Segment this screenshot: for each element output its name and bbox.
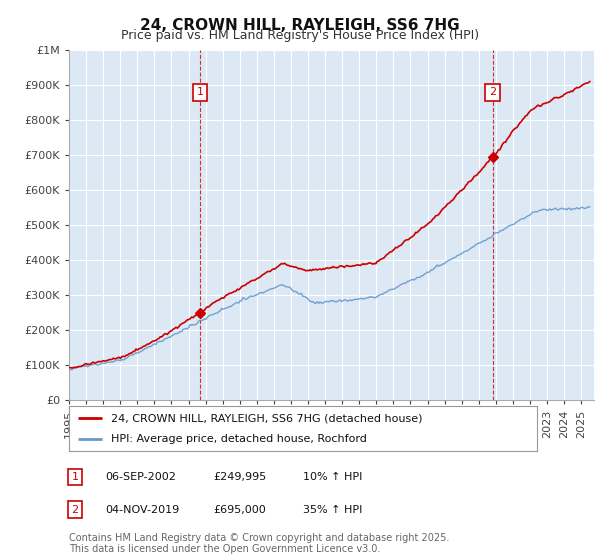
Text: £249,995: £249,995 [213,472,266,482]
Text: 2: 2 [490,87,496,97]
Text: 04-NOV-2019: 04-NOV-2019 [105,505,179,515]
Text: 24, CROWN HILL, RAYLEIGH, SS6 7HG: 24, CROWN HILL, RAYLEIGH, SS6 7HG [140,18,460,33]
Text: 10% ↑ HPI: 10% ↑ HPI [303,472,362,482]
Text: HPI: Average price, detached house, Rochford: HPI: Average price, detached house, Roch… [111,433,367,444]
Text: 06-SEP-2002: 06-SEP-2002 [105,472,176,482]
Text: 2: 2 [71,505,79,515]
Text: Price paid vs. HM Land Registry's House Price Index (HPI): Price paid vs. HM Land Registry's House … [121,29,479,42]
Text: £695,000: £695,000 [213,505,266,515]
Text: 24, CROWN HILL, RAYLEIGH, SS6 7HG (detached house): 24, CROWN HILL, RAYLEIGH, SS6 7HG (detac… [111,413,422,423]
Text: 1: 1 [196,87,203,97]
Text: 35% ↑ HPI: 35% ↑ HPI [303,505,362,515]
Text: 1: 1 [71,472,79,482]
Text: Contains HM Land Registry data © Crown copyright and database right 2025.
This d: Contains HM Land Registry data © Crown c… [69,533,449,554]
